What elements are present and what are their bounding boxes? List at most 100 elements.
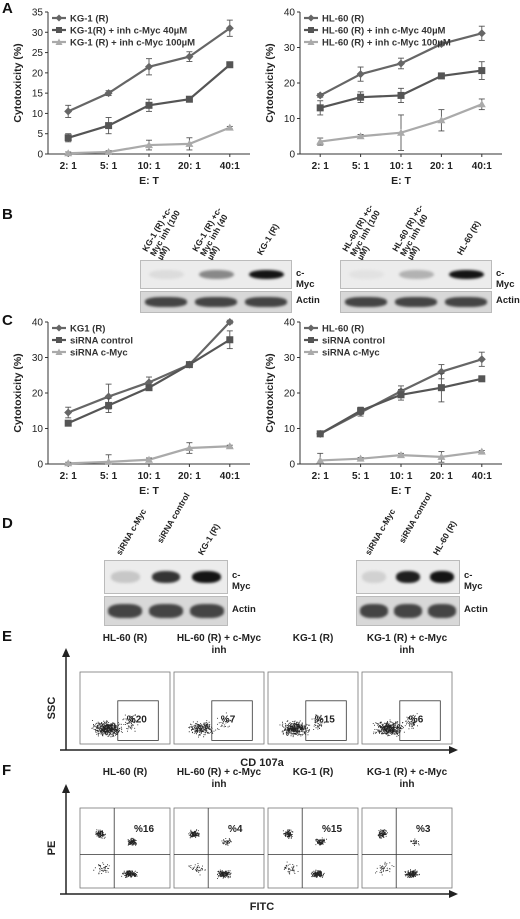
y-tick-label: 0	[37, 460, 43, 471]
y-tick-label: 5	[37, 129, 43, 140]
y-axis-label: Cytotoxicity (%)	[12, 43, 24, 122]
blot-band-actin	[189, 604, 224, 618]
legend-marker	[307, 348, 315, 355]
y-tick-label: 40	[284, 8, 296, 19]
chart-c-right: 0 10 20 30 40 2: 1 5: 1 10: 1 20: 1 40:1 E: T Cytot…	[264, 318, 502, 497]
data-point-triangle	[185, 139, 194, 147]
blot-strip-cmyc	[340, 260, 492, 289]
flow-plot-frame	[79, 807, 171, 889]
data-point-square	[357, 407, 365, 415]
legend-label: siRNA c-Myc	[322, 348, 380, 359]
x-tick-label: 5: 1	[100, 471, 118, 482]
data-point-diamond	[145, 62, 153, 71]
blot-strip-actin	[104, 596, 228, 626]
x-tick-label: 10: 1	[390, 161, 413, 172]
data-point-square	[397, 91, 405, 99]
panel-letter-d: D	[2, 515, 13, 532]
blot-band-cmyc	[396, 571, 420, 583]
flow-gate	[399, 700, 441, 741]
flow-gate	[117, 700, 159, 741]
blot-band-cmyc	[248, 269, 284, 280]
x-tick-label: 2: 1	[312, 161, 330, 172]
blot-band-actin	[393, 604, 423, 618]
blot-band-cmyc	[448, 269, 484, 280]
data-point-diamond	[356, 70, 365, 79]
y-tick-label: 30	[284, 43, 296, 54]
data-point-triangle	[316, 137, 325, 145]
legend-marker	[308, 27, 314, 33]
blot-marker-actin: Actin	[232, 604, 256, 615]
blot-band-actin	[445, 297, 487, 307]
y-tick-label: 0	[289, 150, 295, 161]
flow-plot-title: KG-1 (R) + c-Myc inh	[366, 767, 448, 790]
y-tick-label: 30	[32, 28, 44, 39]
y-tick-label: 40	[284, 318, 296, 329]
blot-strip-cmyc	[140, 260, 292, 289]
data-point-diamond	[225, 24, 234, 33]
flow-percent: %6	[409, 714, 424, 725]
y-tick-label: 15	[32, 89, 44, 100]
legend-marker	[55, 324, 63, 332]
legend-label: HL-60 (R) + inh c-Myc 40µM	[322, 26, 446, 37]
flow-x-axis-label: FITC	[250, 901, 274, 913]
blot-band-cmyc	[198, 269, 234, 280]
data-point-square	[145, 101, 153, 109]
blot-strip-cmyc	[104, 560, 228, 594]
flow-dots	[91, 714, 139, 738]
blot-band-cmyc	[192, 571, 221, 583]
x-tick-label: 2: 1	[60, 161, 78, 172]
y-tick-label: 20	[32, 389, 44, 400]
flow-dots	[188, 829, 232, 879]
y-tick-label: 20	[284, 389, 296, 400]
data-point-square	[105, 401, 113, 409]
data-point-square	[437, 384, 445, 392]
blot-band-cmyc	[362, 571, 386, 583]
flow-dots	[375, 829, 420, 878]
data-point-square	[316, 104, 324, 112]
data-point-square	[226, 61, 234, 69]
data-point-triangle	[356, 454, 365, 462]
flow-y-axis-label: SSC	[46, 697, 58, 720]
data-point-diamond	[225, 318, 234, 326]
blot-marker-actin: Actin	[296, 295, 320, 306]
x-tick-label: 10: 1	[138, 471, 161, 482]
data-point-diamond	[64, 107, 73, 116]
flow-percent: %16	[134, 824, 154, 835]
blot-band-cmyc	[148, 269, 184, 280]
chart-a-left: 0 5 10 15 20 25 30 35 2: 1 5: 1 10: 1 20: 1 40:1 E: T…	[12, 8, 250, 187]
x-tick-label: 40:1	[220, 471, 240, 482]
blot-band-actin	[195, 297, 237, 307]
legend-marker	[307, 38, 315, 45]
panel-letter-b: B	[2, 206, 13, 223]
x-tick-label: 40:1	[220, 161, 240, 172]
blot-strip-cmyc	[356, 560, 460, 594]
data-point-square	[185, 361, 193, 369]
blot-band-actin	[245, 297, 287, 307]
flow-x-axis-label: CD 107a	[240, 757, 284, 769]
flow-percent: %7	[221, 714, 236, 725]
legend-label: siRNA control	[322, 336, 385, 347]
flow-percent: %15	[315, 714, 335, 725]
y-tick-label: 10	[284, 424, 296, 435]
flow-dots	[282, 829, 327, 878]
flow-plot-frame	[361, 807, 453, 889]
x-tick-label: 10: 1	[390, 471, 413, 482]
panel-letter-f: F	[2, 762, 12, 779]
y-tick-label: 0	[37, 150, 43, 161]
panel-letter-c: C	[2, 312, 13, 329]
x-tick-label: 5: 1	[352, 471, 370, 482]
data-point-triangle	[397, 128, 405, 136]
y-tick-label: 10	[284, 114, 296, 125]
flow-percent: %20	[127, 714, 147, 725]
flow-dots	[188, 712, 232, 738]
flow-plot-title: HL-60 (R)	[102, 633, 148, 644]
data-point-square	[397, 391, 405, 399]
blot-band-cmyc	[348, 269, 384, 280]
data-point-diamond	[64, 408, 73, 417]
data-point-triangle	[145, 455, 153, 463]
blot-band-actin	[345, 297, 387, 307]
blot-band-cmyc	[151, 571, 181, 583]
flow-plot-title: KG-1 (R) + c-Myc inh	[366, 633, 448, 656]
flow-plot-title: KG-1 (R)	[292, 767, 334, 778]
x-axis-label: E: T	[391, 485, 411, 497]
